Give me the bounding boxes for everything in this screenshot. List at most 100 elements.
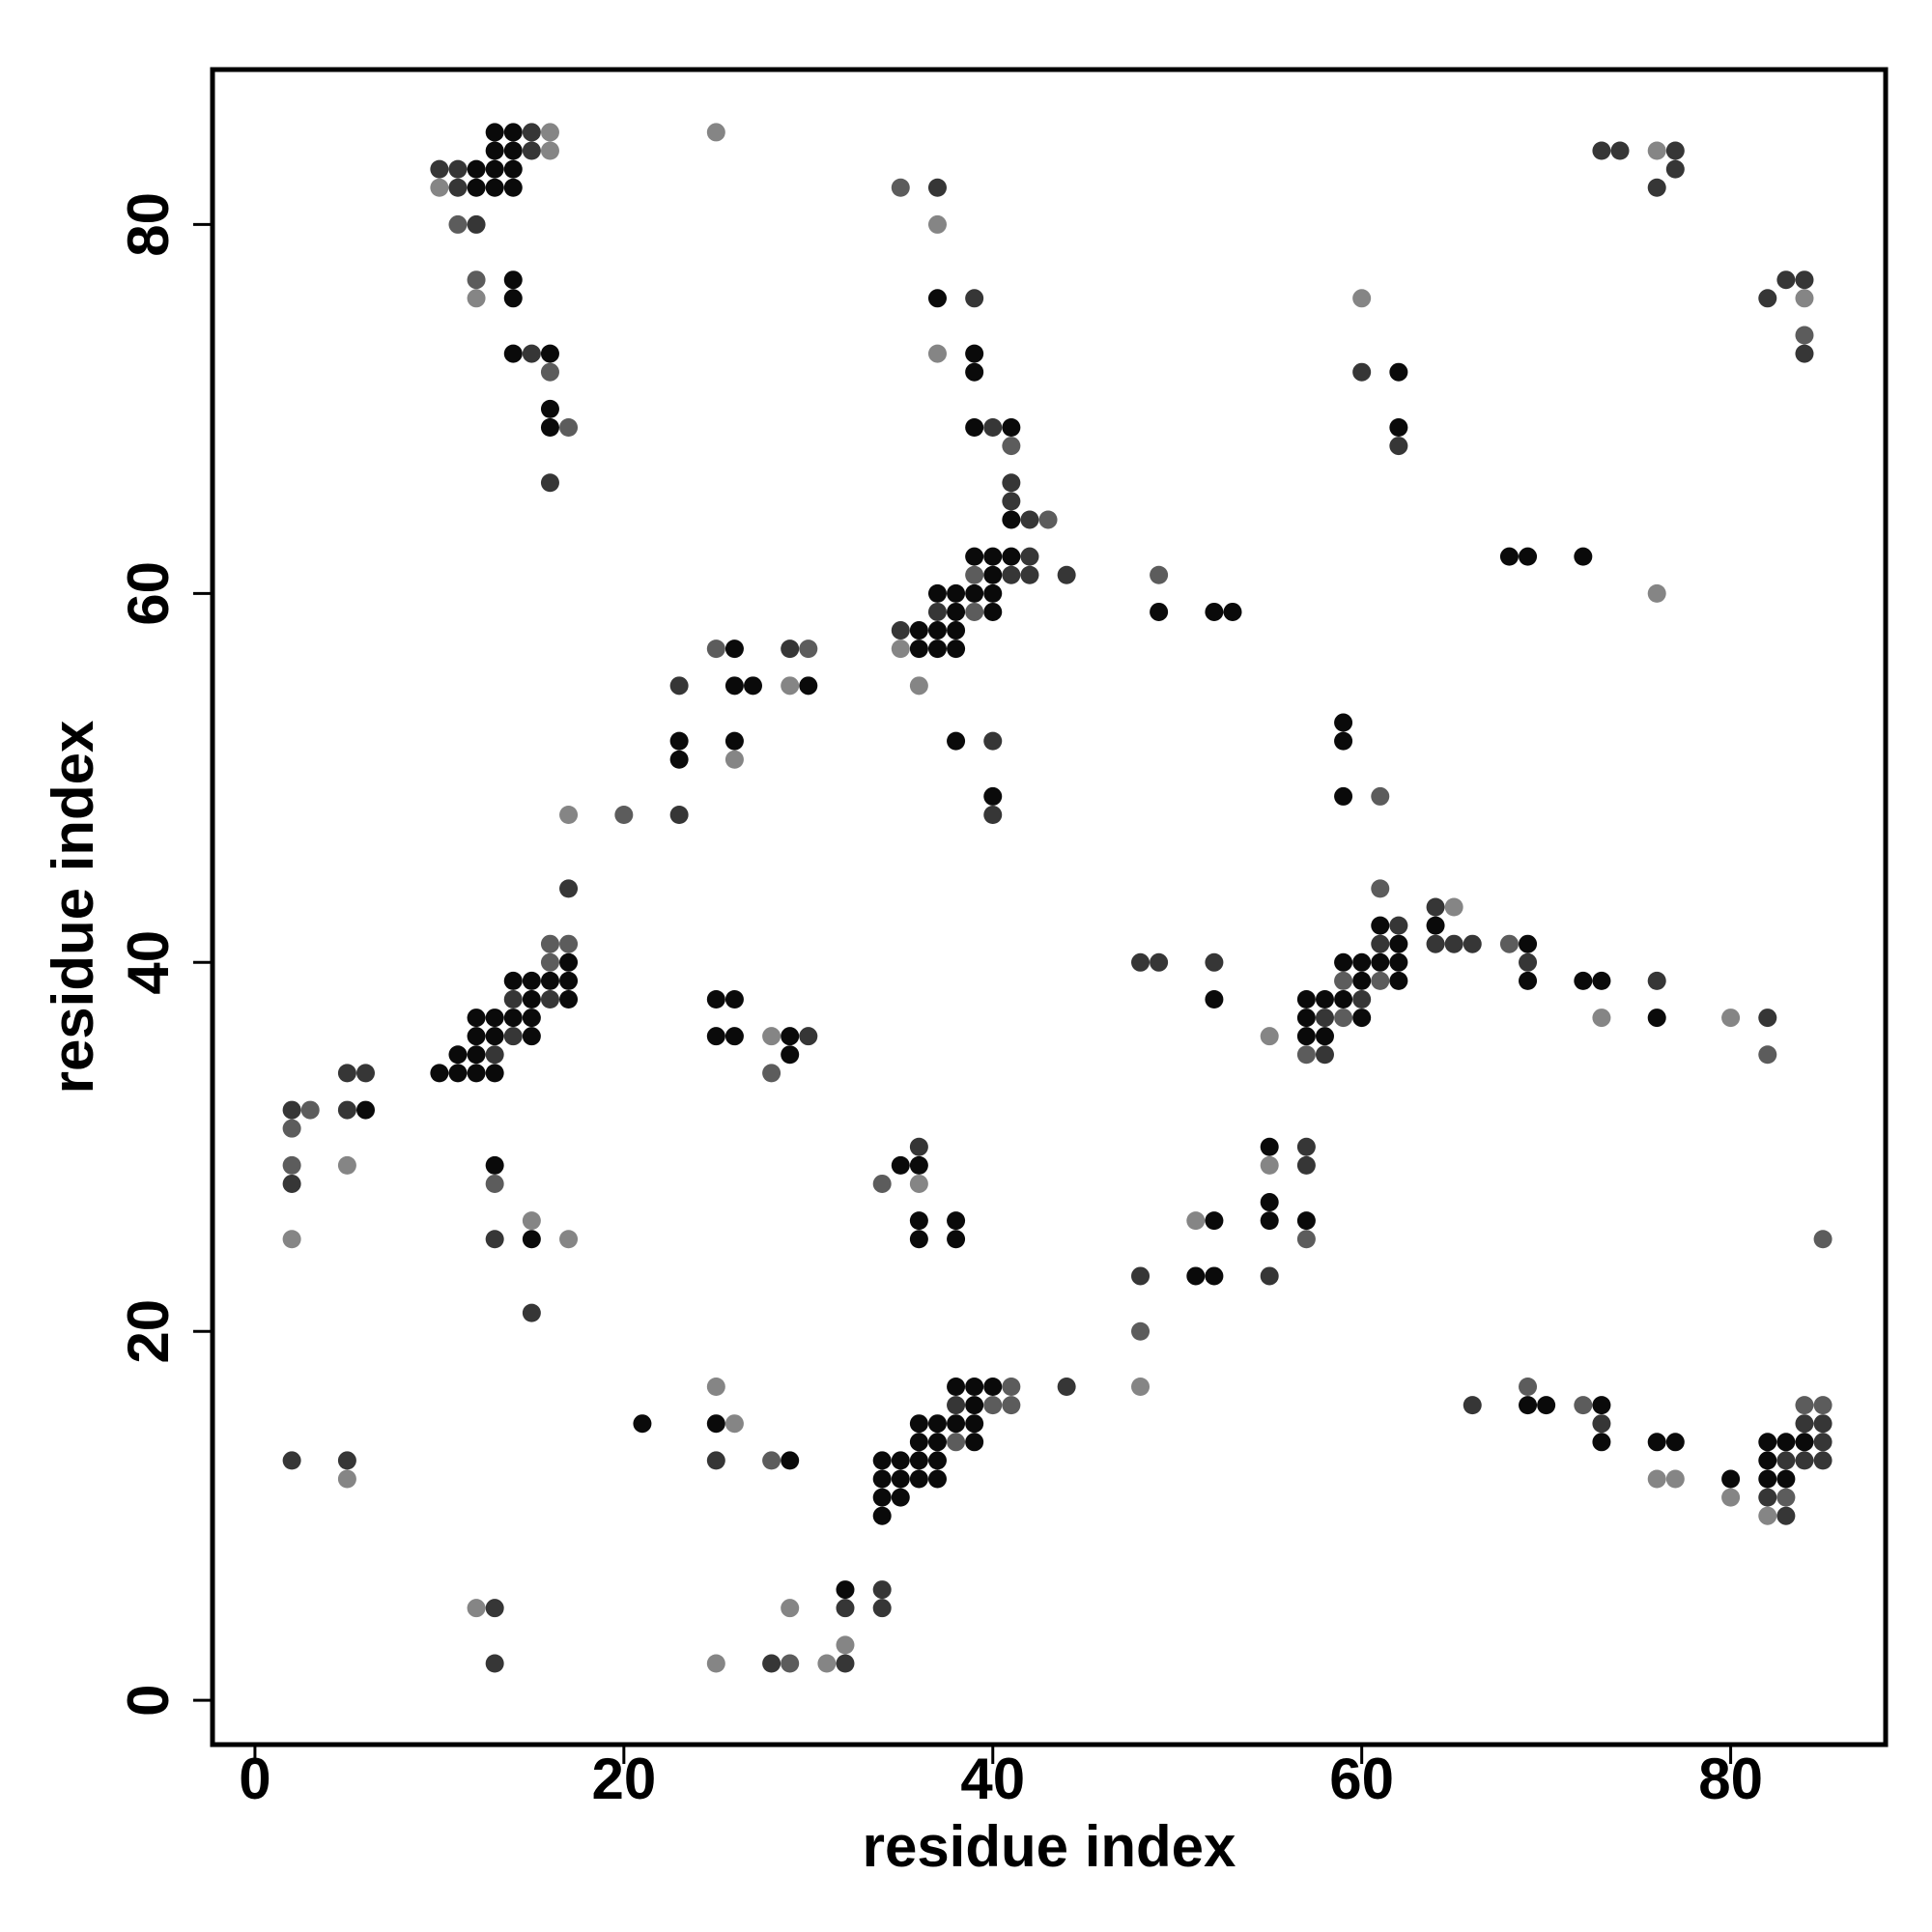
point [1186,1211,1206,1231]
point [282,1174,301,1193]
point [947,621,966,640]
point [1352,1009,1372,1028]
point [927,639,947,659]
point [669,750,689,769]
point [1813,1414,1833,1434]
point [1352,989,1372,1009]
point [1260,1155,1279,1175]
point [1186,1266,1206,1286]
point [1260,1266,1279,1286]
point [485,1230,504,1249]
point [1574,971,1593,990]
point [1758,1469,1777,1489]
point [503,1027,523,1046]
point [947,1230,966,1249]
point [1371,786,1390,806]
point [965,344,984,363]
point [448,1045,468,1065]
point [503,1009,523,1028]
point [559,934,579,953]
point [1813,1230,1833,1249]
point [724,639,744,659]
point [1150,952,1169,972]
point [1334,713,1353,732]
point [503,178,523,197]
point [1647,1009,1666,1028]
y-tick-label: 40 [116,930,181,995]
point [1260,1193,1279,1212]
point [909,1230,928,1249]
point [1315,1027,1334,1046]
point [1758,289,1777,308]
point [983,1396,1003,1415]
point [540,123,559,142]
point [1776,1469,1796,1489]
point [337,1064,356,1083]
point [891,1155,910,1175]
point [909,639,928,659]
point [872,1469,892,1489]
point [706,989,725,1009]
point [724,750,744,769]
point [430,159,449,179]
point [706,1027,725,1046]
point [430,1064,449,1083]
point [1519,1396,1538,1415]
point [927,1451,947,1470]
point [633,1414,652,1434]
point [1795,1433,1814,1452]
point [909,1414,928,1434]
point [1647,141,1666,160]
point [909,1211,928,1231]
point [559,952,579,972]
point [1665,141,1685,160]
point [1296,1137,1316,1156]
point [872,1580,892,1600]
point [947,1433,966,1452]
point [724,1027,744,1046]
point [762,1451,781,1470]
point [1150,602,1169,621]
point [1758,1045,1777,1065]
point [1002,417,1021,437]
point [1776,270,1796,290]
point [1813,1451,1833,1470]
point [1592,971,1611,990]
point [522,989,541,1009]
x-tick-label: 20 [591,1747,656,1811]
point [1057,565,1076,584]
point [799,639,818,659]
point [781,1599,800,1618]
point [1795,1396,1814,1415]
point [1426,897,1445,917]
point [467,289,486,308]
point [1776,1433,1796,1452]
plot-frame [210,67,1889,1747]
point [1665,159,1685,179]
point [891,178,910,197]
point [909,1451,928,1470]
point [927,621,947,640]
point [1057,1378,1076,1397]
point [485,178,504,197]
point [891,1469,910,1489]
point [724,989,744,1009]
point [1389,934,1408,953]
point [485,1174,504,1193]
point [965,1396,984,1415]
point [983,806,1003,825]
point [1334,952,1353,972]
point [927,1414,947,1434]
point [1131,1266,1151,1286]
point [522,1303,541,1322]
point [282,1119,301,1138]
point [1002,473,1021,493]
point [983,583,1003,603]
point [781,1654,800,1673]
point [1315,1009,1334,1028]
point [485,1155,504,1175]
point [927,602,947,621]
point [1499,934,1519,953]
point [1647,178,1666,197]
